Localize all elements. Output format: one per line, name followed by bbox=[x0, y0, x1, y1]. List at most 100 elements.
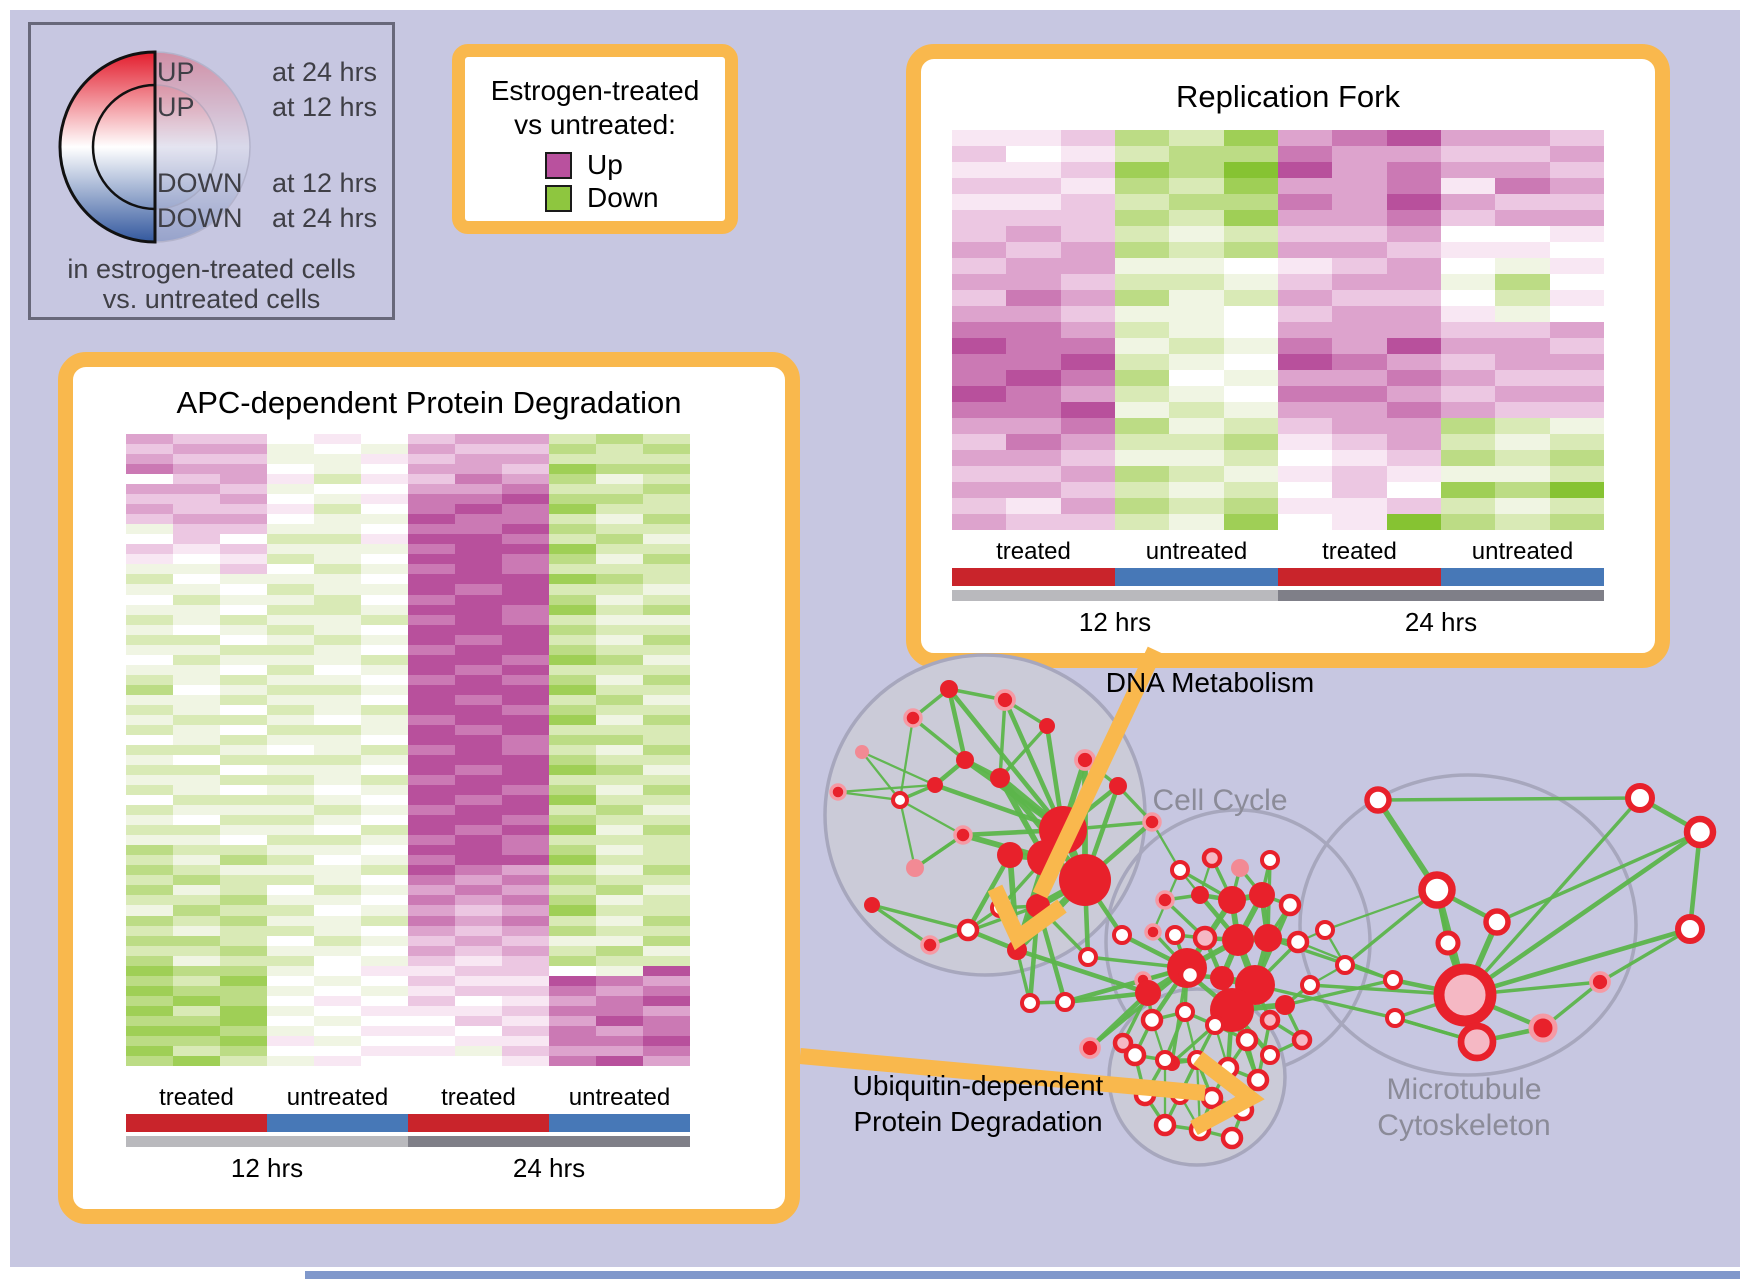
heatmap-cell bbox=[173, 895, 220, 906]
heatmap-cell bbox=[408, 704, 455, 715]
heatmap-cell bbox=[1277, 370, 1333, 386]
heatmap-cell bbox=[643, 704, 690, 715]
heatmap-cell bbox=[549, 514, 596, 525]
heatmap-cell bbox=[596, 905, 643, 916]
heatmap-cell bbox=[220, 464, 267, 475]
heatmap-cell bbox=[173, 584, 220, 595]
heatmap-cell bbox=[126, 935, 173, 946]
heatmap-cell bbox=[596, 885, 643, 896]
heatmap-cell bbox=[643, 985, 690, 996]
heatmap-cell bbox=[596, 995, 643, 1006]
heatmap-cell bbox=[455, 1025, 502, 1036]
heatmap-cell bbox=[361, 905, 408, 916]
heatmap-cell bbox=[314, 995, 361, 1006]
heatmap-cell bbox=[408, 1015, 455, 1026]
heatmap-cell bbox=[643, 815, 690, 826]
heatmap-cell bbox=[1386, 498, 1441, 514]
heatmap-cell bbox=[1006, 386, 1061, 402]
heatmap-cell bbox=[361, 765, 408, 776]
heatmap-cell bbox=[1277, 418, 1333, 434]
heatmap-cell bbox=[549, 915, 596, 926]
heatmap-cell bbox=[173, 704, 220, 715]
heatmap-cell bbox=[643, 514, 690, 525]
heatmap-cell bbox=[1440, 290, 1496, 306]
heatmap-cell bbox=[314, 544, 361, 555]
heatmap-cell bbox=[1277, 226, 1333, 242]
heatmap-cell bbox=[455, 534, 502, 545]
heatmap-cell bbox=[455, 734, 502, 745]
heatmap-cell bbox=[267, 775, 314, 786]
heatmap-cell bbox=[549, 504, 596, 515]
heatmap-cell bbox=[1006, 434, 1061, 450]
heatmap-cell bbox=[455, 654, 502, 665]
heatmap-cell bbox=[267, 885, 314, 896]
heatmap-cell bbox=[1060, 306, 1115, 322]
heatmap-cell bbox=[1332, 258, 1387, 274]
heatmap-cell bbox=[643, 584, 690, 595]
replication-fork-panel: Replication Fork treated untreated treated… bbox=[906, 44, 1670, 668]
heatmap-cell bbox=[502, 474, 549, 485]
heatmap-cell bbox=[455, 464, 502, 475]
heatmap-cell bbox=[455, 524, 502, 535]
heatmap-cell bbox=[952, 482, 1007, 498]
heatmap-cell bbox=[1114, 178, 1170, 194]
heatmap-cell bbox=[267, 554, 314, 565]
heatmap-cell bbox=[1386, 258, 1441, 274]
heatmap-cell bbox=[952, 242, 1007, 258]
heatmap-cell bbox=[173, 855, 220, 866]
heatmap-cell bbox=[1440, 386, 1496, 402]
heatmap-cell bbox=[267, 514, 314, 525]
heatmap-cell bbox=[408, 865, 455, 876]
heatmap-cell bbox=[267, 1055, 314, 1066]
heatmap-cell bbox=[502, 464, 549, 475]
heatmap-cell bbox=[455, 574, 502, 585]
heatmap-cell bbox=[1277, 514, 1333, 530]
heatmap-cell bbox=[173, 765, 220, 776]
heatmap-cell bbox=[549, 795, 596, 806]
heatmap-cell bbox=[1332, 146, 1387, 162]
heatmap-cell bbox=[126, 965, 173, 976]
decoder-dir-down12: DOWN bbox=[157, 168, 243, 198]
heatmap-cell bbox=[1495, 178, 1550, 194]
heatmap-cell bbox=[314, 785, 361, 796]
time-bar bbox=[952, 590, 1278, 601]
heatmap-cell bbox=[267, 654, 314, 665]
heatmap-cell bbox=[643, 614, 690, 625]
heatmap-cell bbox=[1060, 498, 1115, 514]
heatmap-cell bbox=[314, 975, 361, 986]
heatmap-cell bbox=[1169, 130, 1224, 146]
heatmap-cell bbox=[596, 534, 643, 545]
heatmap-cell bbox=[314, 704, 361, 715]
decoder-time-12: at 12 hrs bbox=[272, 92, 378, 122]
heatmap-cell bbox=[314, 674, 361, 685]
heatmap-cell bbox=[361, 744, 408, 756]
heatmap-cell bbox=[126, 785, 173, 796]
heatmap-cell bbox=[408, 895, 455, 906]
heatmap-cell bbox=[408, 815, 455, 826]
heatmap-cell bbox=[267, 925, 314, 936]
heatmap-cell bbox=[549, 554, 596, 565]
heatmap-cell bbox=[408, 955, 455, 966]
heatmap-cell bbox=[455, 504, 502, 515]
heatmap-cell bbox=[361, 524, 408, 535]
heatmap-cell bbox=[1169, 498, 1224, 514]
heatmap-cell bbox=[1114, 482, 1170, 498]
heatmap-cell bbox=[126, 825, 173, 836]
heatmap-cell bbox=[1332, 450, 1387, 466]
heatmap-cell bbox=[596, 444, 643, 455]
heatmap-cell bbox=[1386, 386, 1441, 402]
heatmap-cell bbox=[267, 1025, 314, 1036]
heatmap-cell bbox=[1549, 466, 1604, 482]
heatmap-cell bbox=[361, 614, 408, 625]
heatmap-cell bbox=[1060, 354, 1115, 370]
heatmap-cell bbox=[596, 494, 643, 505]
heatmap-cell bbox=[1549, 146, 1604, 162]
heatmap-cell bbox=[408, 574, 455, 585]
heatmap-cell bbox=[549, 444, 596, 455]
heatmap-cell bbox=[267, 694, 314, 705]
heatmap-cell bbox=[267, 985, 314, 996]
heatmap-cell bbox=[220, 765, 267, 776]
heatmap-cell bbox=[596, 985, 643, 996]
heatmap-cell bbox=[220, 1045, 267, 1056]
heatmap-cell bbox=[361, 684, 408, 695]
